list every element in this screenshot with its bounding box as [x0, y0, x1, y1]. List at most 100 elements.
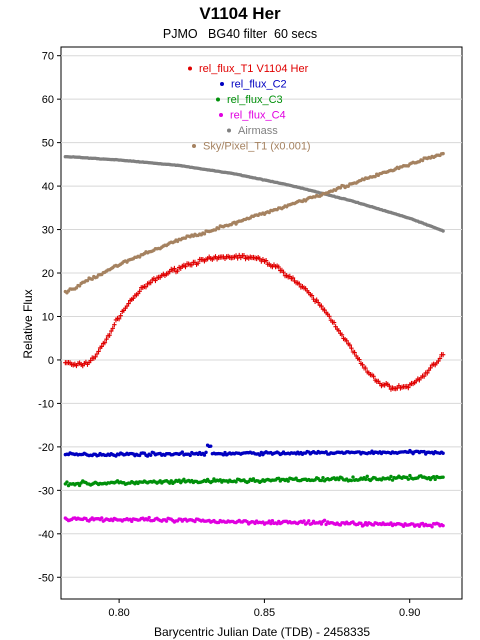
data-point — [183, 264, 188, 270]
y-axis-label: Relative Flux — [21, 289, 35, 358]
data-point — [137, 288, 142, 294]
data-point — [321, 475, 325, 480]
data-point — [406, 385, 411, 391]
data-point — [389, 521, 393, 525]
data-point — [147, 515, 151, 520]
data-point — [319, 478, 324, 483]
data-point — [433, 477, 437, 482]
data-point — [352, 349, 357, 356]
data-point — [421, 373, 427, 379]
data-point — [430, 525, 434, 529]
data-point — [351, 475, 355, 479]
y-tick-label: 20 — [42, 268, 54, 280]
y-tick-label: -10 — [38, 398, 54, 410]
series-comp-c2 — [63, 443, 445, 458]
data-point — [420, 158, 425, 163]
series-sky-pixel — [63, 151, 445, 295]
data-point — [258, 453, 262, 457]
x-tick-label: 0.90 — [399, 607, 420, 619]
data-point — [153, 277, 158, 284]
data-point — [99, 343, 104, 350]
data-point — [102, 340, 108, 346]
data-point — [441, 229, 445, 233]
data-point — [209, 444, 213, 448]
legend-entry-sky-pixel: Sky/Pixel_T1 (x0.001) — [203, 141, 311, 153]
data-point — [148, 280, 153, 286]
legend-marker — [220, 82, 224, 86]
data-point — [126, 300, 131, 307]
legend-marker — [188, 66, 192, 71]
data-point — [85, 278, 90, 283]
data-point — [108, 328, 114, 334]
data-point — [281, 269, 286, 275]
data-point — [331, 319, 337, 326]
x-tick-label: 0.80 — [108, 607, 129, 619]
data-point — [290, 275, 296, 281]
legend-entry-target: rel_flux_T1 V1104 Her — [199, 63, 309, 75]
data-point — [180, 450, 185, 454]
data-point — [339, 332, 345, 338]
data-point — [373, 174, 377, 179]
data-point — [270, 518, 275, 523]
data-point — [110, 325, 115, 331]
data-point — [286, 479, 290, 483]
data-point — [210, 479, 215, 484]
data-point — [269, 521, 273, 526]
y-tick-label: 30 — [42, 225, 54, 237]
data-point — [143, 284, 149, 290]
data-point — [309, 292, 315, 299]
data-point — [202, 232, 207, 236]
data-point — [363, 477, 368, 482]
data-point — [77, 483, 82, 488]
legend-entry-comp-c4: rel_flux_C4 — [230, 110, 286, 122]
plot-frame — [60, 46, 463, 600]
legend-entry-airmass: Airmass — [238, 125, 278, 137]
data-point — [104, 336, 109, 342]
y-tick-label: 50 — [42, 138, 54, 150]
data-point — [65, 480, 69, 484]
data-point — [322, 307, 327, 313]
data-point — [425, 370, 430, 376]
legend-marker — [192, 144, 196, 148]
y-tick-label: -30 — [38, 485, 54, 497]
data-point — [406, 477, 411, 481]
data-point — [319, 522, 324, 526]
data-point — [216, 226, 221, 231]
data-point — [437, 355, 443, 362]
y-tick-label: 70 — [42, 51, 54, 63]
data-point — [363, 365, 368, 371]
data-point — [347, 342, 353, 348]
data-point — [202, 453, 207, 457]
data-point — [349, 345, 354, 351]
y-tick-label: 60 — [42, 94, 54, 106]
y-tick-label: 0 — [48, 355, 54, 367]
data-point — [319, 303, 324, 309]
series-comp-c3 — [63, 473, 445, 488]
data-point — [302, 519, 306, 523]
data-point — [307, 519, 311, 523]
data-point — [441, 151, 445, 156]
data-point — [324, 522, 328, 527]
series-target — [63, 252, 446, 392]
legend-marker — [227, 128, 231, 133]
data-point — [387, 383, 392, 389]
data-point — [90, 277, 94, 281]
data-point — [93, 354, 98, 360]
data-point — [96, 348, 101, 354]
data-point — [204, 450, 208, 455]
data-point — [263, 257, 269, 264]
data-point — [387, 477, 392, 481]
legend-marker — [216, 97, 220, 102]
data-point — [371, 373, 376, 379]
y-tick-label: 10 — [42, 311, 54, 323]
data-point — [195, 260, 201, 266]
data-point — [277, 476, 281, 481]
data-point — [189, 262, 195, 268]
data-point — [344, 338, 349, 344]
data-point — [175, 268, 180, 274]
grid-lines — [61, 55, 462, 578]
data-point — [360, 362, 365, 368]
data-point — [149, 453, 153, 457]
data-point — [193, 519, 197, 524]
